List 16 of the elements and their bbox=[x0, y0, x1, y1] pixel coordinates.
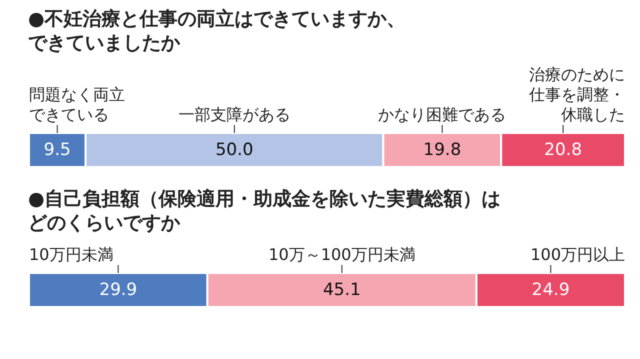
data-label: 19.8 bbox=[423, 140, 462, 160]
series-label: かなり困難である bbox=[378, 105, 506, 124]
series-label: 問題なく両立できている bbox=[29, 85, 125, 124]
data-label: 50.0 bbox=[215, 140, 254, 160]
series-label: 10万円未満 bbox=[29, 245, 114, 264]
series-label: 治療のために仕事を調整・休職した bbox=[528, 65, 625, 124]
data-label: 9.5 bbox=[44, 140, 71, 160]
chart-title: ●不妊治療と仕事の両立はできていますか、できていましたか bbox=[28, 8, 406, 54]
data-label: 20.8 bbox=[544, 140, 582, 160]
data-label: 29.9 bbox=[99, 280, 138, 300]
series-label: 10万～100万円未満 bbox=[268, 245, 416, 264]
data-label: 24.9 bbox=[532, 280, 570, 300]
chart-title: ●自己負担額（保険適用・助成金を除いた実費総額）はどのくらいですか bbox=[28, 188, 501, 234]
series-label: 100万円以上 bbox=[530, 245, 625, 264]
data-label: 45.1 bbox=[322, 280, 361, 300]
series-label: 一部支障がある bbox=[178, 105, 290, 124]
